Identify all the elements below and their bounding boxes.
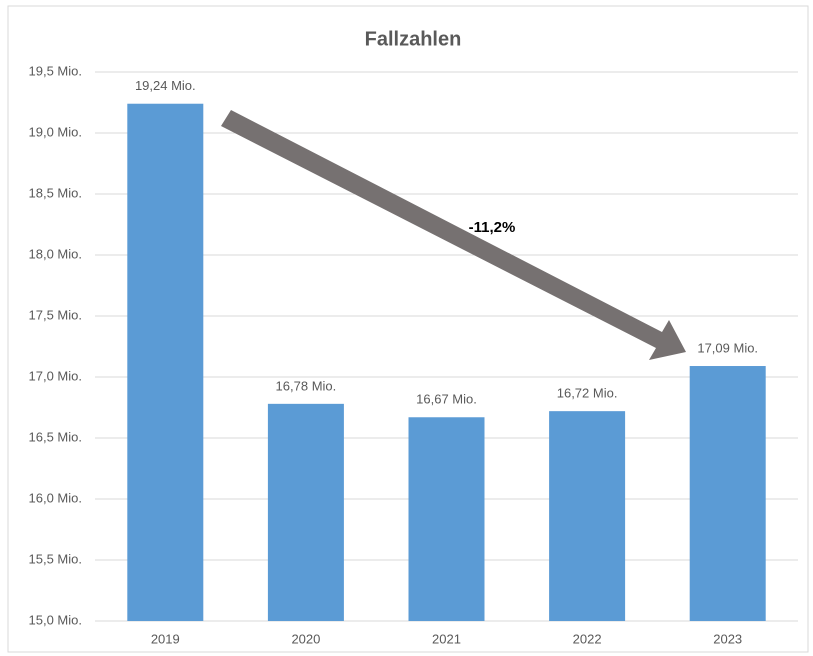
y-tick-label: 15,0 Mio.	[29, 612, 82, 627]
data-label: 16,72 Mio.	[557, 386, 618, 401]
y-tick-label: 18,5 Mio.	[29, 185, 82, 200]
bar	[408, 417, 485, 621]
bar	[127, 103, 204, 622]
y-tick-label: 18,0 Mio.	[29, 246, 82, 261]
bar	[267, 403, 344, 621]
data-label: 19,24 Mio.	[135, 78, 196, 93]
data-label: 16,67 Mio.	[416, 392, 477, 407]
y-tick-label: 19,5 Mio.	[29, 63, 82, 78]
y-tick-label: 17,0 Mio.	[29, 368, 82, 383]
x-tick-label: 2020	[291, 631, 320, 646]
annotation: -11,2%	[469, 219, 516, 236]
x-tick-label: 2022	[573, 631, 602, 646]
y-tick-label: 16,0 Mio.	[29, 490, 82, 505]
bar	[689, 366, 766, 621]
y-tick-label: 17,5 Mio.	[29, 307, 82, 322]
trend-arrow	[221, 110, 686, 360]
x-tick-label: 2019	[151, 631, 180, 646]
data-label: 17,09 Mio.	[697, 340, 758, 355]
y-tick-label: 19,0 Mio.	[29, 124, 82, 139]
x-tick-label: 2023	[713, 631, 742, 646]
chart-title: Fallzahlen	[365, 28, 462, 50]
x-tick-label: 2021	[432, 631, 461, 646]
y-tick-label: 16,5 Mio.	[29, 429, 82, 444]
bar	[549, 411, 626, 621]
y-tick-label: 15,5 Mio.	[29, 551, 82, 566]
data-label: 16,78 Mio.	[276, 378, 337, 393]
